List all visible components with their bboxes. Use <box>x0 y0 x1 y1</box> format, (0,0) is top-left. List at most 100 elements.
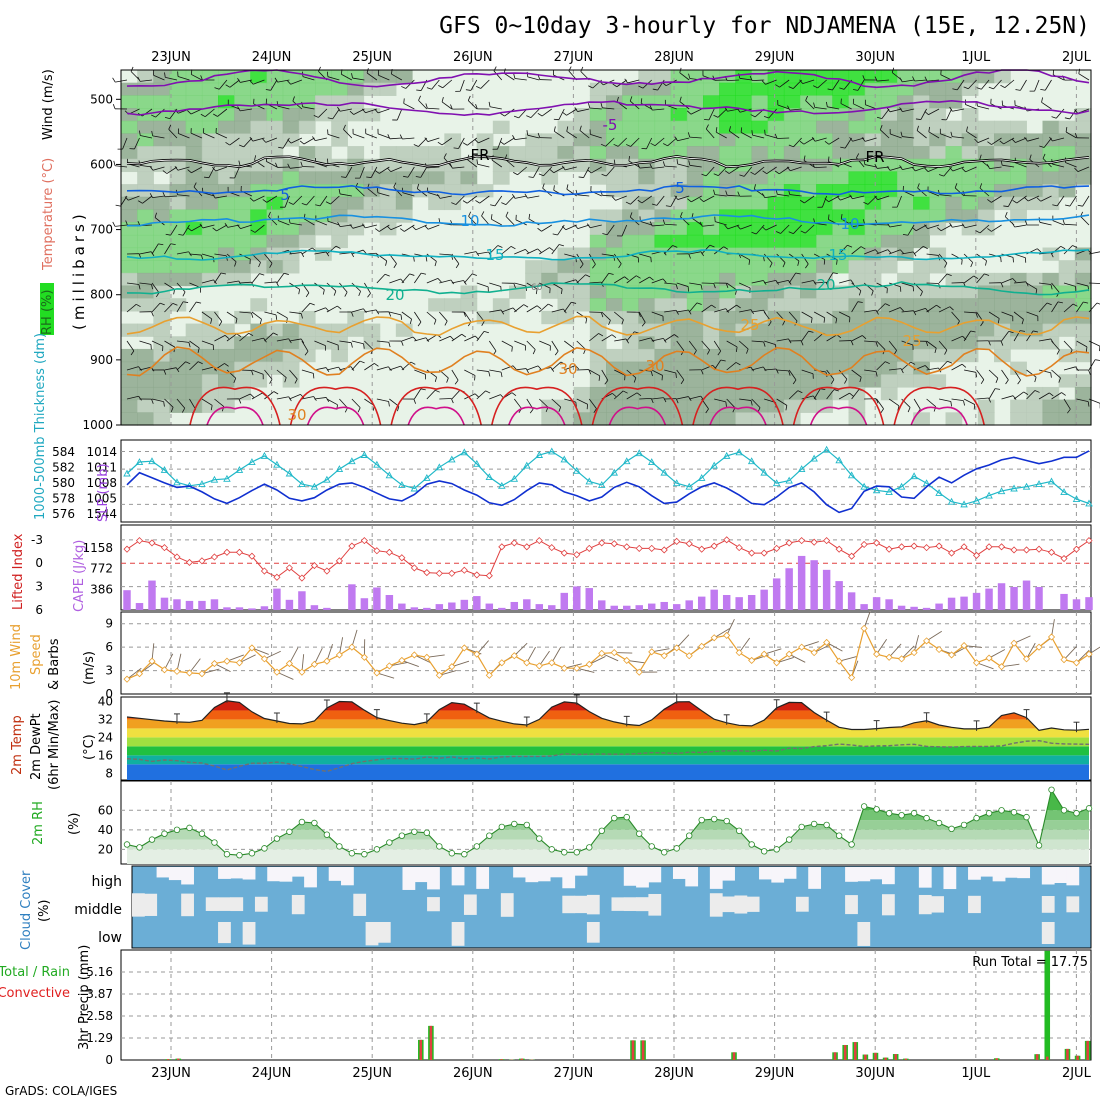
rh-cell <box>865 197 882 210</box>
precip-axis-label: 3hr Precip (mm) <box>77 945 92 1050</box>
isotherm-label: 10 <box>840 215 859 233</box>
rh-cell <box>994 298 1011 311</box>
rh2m-point <box>249 850 255 856</box>
rh-cell <box>832 184 849 197</box>
rh-cell <box>768 146 785 159</box>
rh2m-point <box>424 830 430 836</box>
cape-bar <box>723 595 730 610</box>
rh-cell <box>428 171 445 184</box>
cape-bar <box>685 600 692 610</box>
rh-cell <box>800 222 817 235</box>
rh-cell <box>574 387 591 400</box>
precip-convective-bar <box>430 1026 433 1060</box>
rh2m-point <box>599 828 605 834</box>
rh-cell <box>719 336 736 349</box>
rh-cell <box>703 374 720 387</box>
cloud-middle <box>562 896 575 913</box>
cape-bar <box>1010 587 1017 610</box>
rh-cell <box>784 260 801 273</box>
rh-cell <box>1075 108 1092 121</box>
rh2m-point <box>324 832 330 838</box>
rh-cell <box>800 197 817 210</box>
rh-cell <box>929 336 946 349</box>
rh-cell <box>994 311 1011 324</box>
wind-barb <box>302 166 314 167</box>
cape-bar <box>248 608 255 610</box>
rh-cell <box>574 286 591 299</box>
cloud-high <box>280 867 293 882</box>
rh-cell <box>202 222 219 235</box>
rh-cell <box>703 222 720 235</box>
wind10-label-2: Speed <box>29 634 44 675</box>
rh-cell <box>283 324 300 337</box>
rh-cell <box>558 121 575 134</box>
rh-cell <box>897 362 914 375</box>
rh-cell <box>153 222 170 235</box>
cloud-middle <box>796 897 809 912</box>
rh-cell <box>444 133 461 146</box>
cloud-high <box>1066 867 1079 885</box>
rh-cell <box>832 83 849 96</box>
rh-cell <box>816 374 833 387</box>
rh-cell <box>250 222 267 235</box>
rh-cell <box>638 298 655 311</box>
rh-cell <box>234 146 251 159</box>
rh-cell <box>784 248 801 261</box>
precip-convective-bar <box>1086 1041 1089 1060</box>
rh-cell <box>832 298 849 311</box>
rh-cell <box>331 349 348 362</box>
chart-title: GFS 0~10day 3-hourly for NDJAMENA (15E, … <box>439 13 1090 39</box>
rh-cell <box>153 197 170 210</box>
rh-cell <box>234 83 251 96</box>
rh-cell <box>881 83 898 96</box>
cape-bar <box>348 584 355 610</box>
cloud-high <box>919 867 932 888</box>
rh-cell <box>283 95 300 108</box>
cloud-high <box>993 867 1006 881</box>
rh-cell <box>881 374 898 387</box>
rh-cell <box>186 121 203 134</box>
wind-barb-flag <box>824 260 825 265</box>
rh-cell <box>784 146 801 159</box>
rh-cell <box>881 235 898 248</box>
rh-cell <box>315 83 332 96</box>
cape-frame <box>121 525 1091 610</box>
rh-cell <box>622 400 639 413</box>
rh-cell <box>865 121 882 134</box>
rh2m-point <box>961 822 967 828</box>
precip-tick-label: 0 <box>105 1053 113 1067</box>
rh-cell <box>186 197 203 210</box>
temp2m-label-1: 2m Temp <box>10 715 25 775</box>
thickness-tick-label: 576 <box>52 507 75 521</box>
rh2m-point <box>137 845 143 851</box>
temp-band <box>121 728 1091 737</box>
cloud-high <box>538 867 551 881</box>
rh-cell <box>865 374 882 387</box>
rh-cell <box>622 222 639 235</box>
isotherm-label: FR <box>470 146 489 164</box>
rh-cell <box>1075 387 1092 400</box>
rh-cell <box>946 324 963 337</box>
rh-cell <box>735 273 752 286</box>
cape-bar <box>161 598 168 610</box>
cape-bar <box>673 604 680 610</box>
thickness-tick-label: 580 <box>52 476 75 490</box>
rh-cell <box>994 133 1011 146</box>
top-date-label: 1JUL <box>961 50 991 65</box>
rh-cell <box>768 248 785 261</box>
rh-cell <box>929 222 946 235</box>
footer-credit: GrADS: COLA/IGES <box>5 1084 117 1098</box>
rh-cell <box>881 108 898 121</box>
rh-cell <box>331 197 348 210</box>
rh-cell <box>768 171 785 184</box>
rh-cell <box>978 222 995 235</box>
rh-cell <box>784 273 801 286</box>
cloud-low <box>1042 922 1055 944</box>
rh-cell <box>816 108 833 121</box>
rh2m-point <box>1036 843 1042 849</box>
bottom-date-label: 2JUL <box>1062 1066 1092 1081</box>
rh-cell <box>800 146 817 159</box>
rh-cell <box>946 311 963 324</box>
